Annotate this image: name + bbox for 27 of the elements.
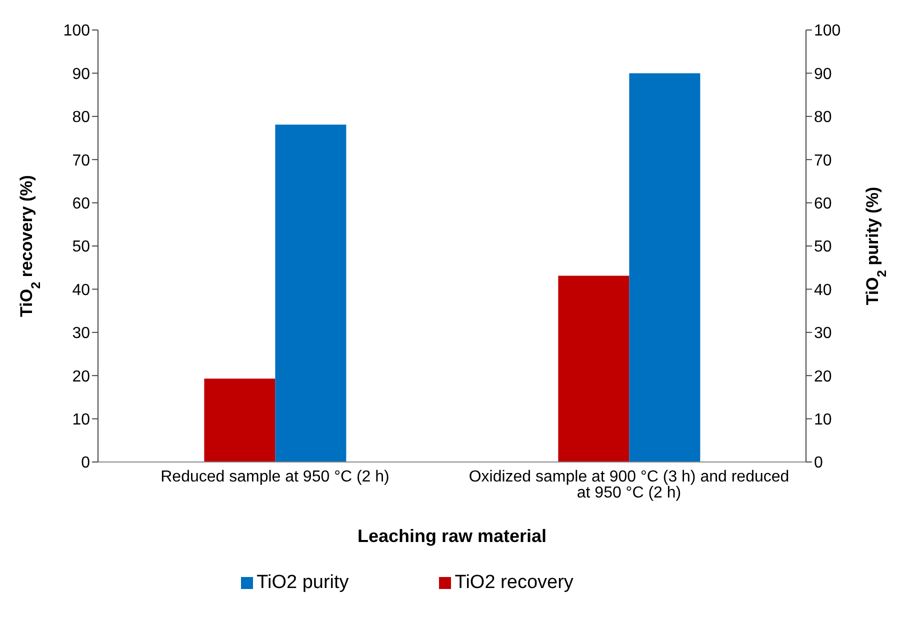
y2-tick-label: 80 bbox=[814, 109, 832, 126]
y-tick-label: 30 bbox=[72, 325, 90, 342]
y2-tick-label: 20 bbox=[814, 368, 832, 386]
y2-tick-label: 70 bbox=[814, 152, 832, 170]
x-tick-label: Oxidized sample at 900 °C (3 h) and reduced at 950 °C (2 h) bbox=[468, 468, 790, 502]
x-axis-title: Leaching raw material bbox=[357, 526, 547, 546]
y2-tick-label: 100 bbox=[814, 22, 841, 40]
y2-tick-label: 40 bbox=[814, 282, 832, 299]
legend-label: TiO2 purity bbox=[256, 572, 349, 593]
y2-tick-label: 60 bbox=[814, 195, 832, 212]
y2-tick-label: 90 bbox=[814, 66, 832, 83]
y2-tick-label: 30 bbox=[814, 325, 832, 342]
y-tick-label: 20 bbox=[72, 368, 90, 386]
y-tick-label: 10 bbox=[72, 411, 90, 428]
y-tick-label: 100 bbox=[63, 22, 90, 40]
y-tick-label: 50 bbox=[72, 238, 90, 256]
y2-tick-label: 10 bbox=[814, 411, 832, 428]
y-tick-label: 40 bbox=[72, 282, 90, 299]
legend-label: TiO2 recovery bbox=[454, 572, 574, 593]
y-tick-label: 0 bbox=[81, 454, 90, 472]
y2-tick-label: 0 bbox=[814, 454, 823, 472]
y2-tick-label: 50 bbox=[814, 238, 832, 256]
y-tick-label: 90 bbox=[72, 66, 90, 83]
y-tick-label: 60 bbox=[72, 195, 90, 212]
x-tick-label: Reduced sample at 950 °C (2 h) bbox=[160, 468, 390, 486]
y-tick-label: 70 bbox=[72, 152, 90, 170]
y-tick-label: 80 bbox=[72, 109, 90, 126]
